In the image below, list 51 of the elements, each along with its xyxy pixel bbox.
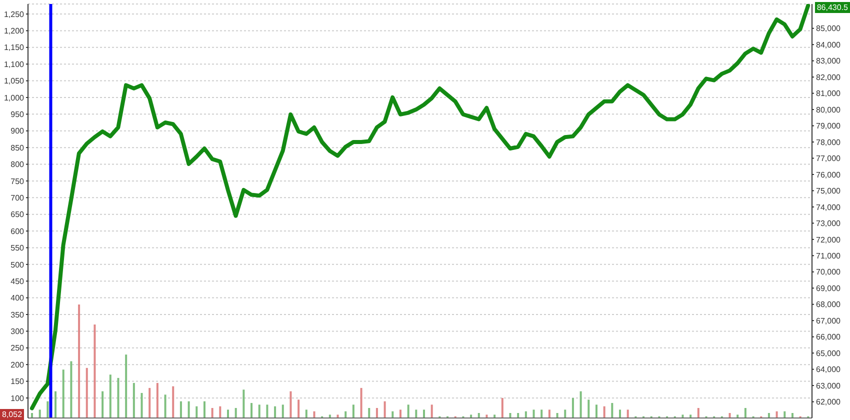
text: 86,430.5 (814, 2, 850, 13)
y2-tick-label: 75,000 (816, 186, 842, 196)
y-tick-label: 200 (10, 360, 25, 370)
text: 8,052 (0, 409, 24, 420)
y-tick-label: 350 (10, 310, 25, 320)
y2-tick-label: 74,000 (816, 202, 842, 212)
y2-tick-label: 83,000 (816, 56, 842, 66)
y-tick-label: 250 (10, 344, 25, 353)
y-tick-label: 700 (10, 193, 25, 202)
y2-tick-label: 85,000 (816, 24, 842, 34)
y-tick-label: 150 (10, 377, 25, 386)
y2-tick-label: 80,000 (816, 105, 842, 114)
y-tick-label: 750 (10, 176, 25, 186)
y2-tick-label: 66,000 (816, 332, 842, 342)
y-tick-label: 600 (10, 226, 25, 236)
y-tick-label: 400 (10, 294, 25, 303)
y2-tick-label: 84,000 (816, 40, 842, 50)
y2-tick-label: 64,000 (816, 365, 842, 374)
y-tick-label: 100 (10, 394, 25, 403)
y-tick-label: 500 (10, 260, 25, 270)
y2-tick-label: 76,000 (816, 170, 842, 180)
y-tick-label: 1,100 (4, 60, 25, 69)
y2-tick-label: 71,000 (816, 251, 842, 260)
y-tick-label: 800 (10, 160, 25, 170)
y-tick-label: 850 (10, 143, 25, 152)
y2-tick-label: 78,000 (816, 138, 842, 147)
y-tick-label: 550 (10, 244, 25, 253)
y2-tick-label: 72,000 (816, 235, 842, 244)
y-tick-label: 1,150 (4, 43, 25, 52)
y-tick-label: 300 (10, 327, 25, 336)
y2-tick-label: 69,000 (816, 284, 842, 293)
y-tick-label: 1,050 (4, 76, 25, 86)
y2-tick-label: 77,000 (816, 154, 842, 164)
y2-tick-label: 81,000 (816, 89, 842, 98)
y-tick-label: 900 (10, 126, 25, 136)
y2-tick-label: 63,000 (816, 381, 842, 390)
y2-tick-label: 67,000 (816, 316, 842, 326)
y2-tick-label: 65,000 (816, 348, 842, 358)
y2-tick-label: 82,000 (816, 72, 842, 82)
y2-tick-label: 73,000 (816, 219, 842, 228)
y2-tick-label: 70,000 (816, 268, 842, 277)
y-tick-label: 650 (10, 210, 25, 220)
y-tick-label: 1,200 (4, 26, 25, 36)
y2-tick-label: 62,000 (816, 398, 842, 407)
y2-tick-label: 79,000 (816, 122, 842, 131)
line-series (30, 4, 810, 410)
y-tick-label: 950 (10, 110, 25, 120)
y-tick-label: 1,250 (4, 10, 25, 19)
y-tick-label: 1,000 (4, 93, 25, 102)
y2-tick-label: 68,000 (816, 300, 842, 310)
y-tick-label: 450 (10, 276, 25, 286)
